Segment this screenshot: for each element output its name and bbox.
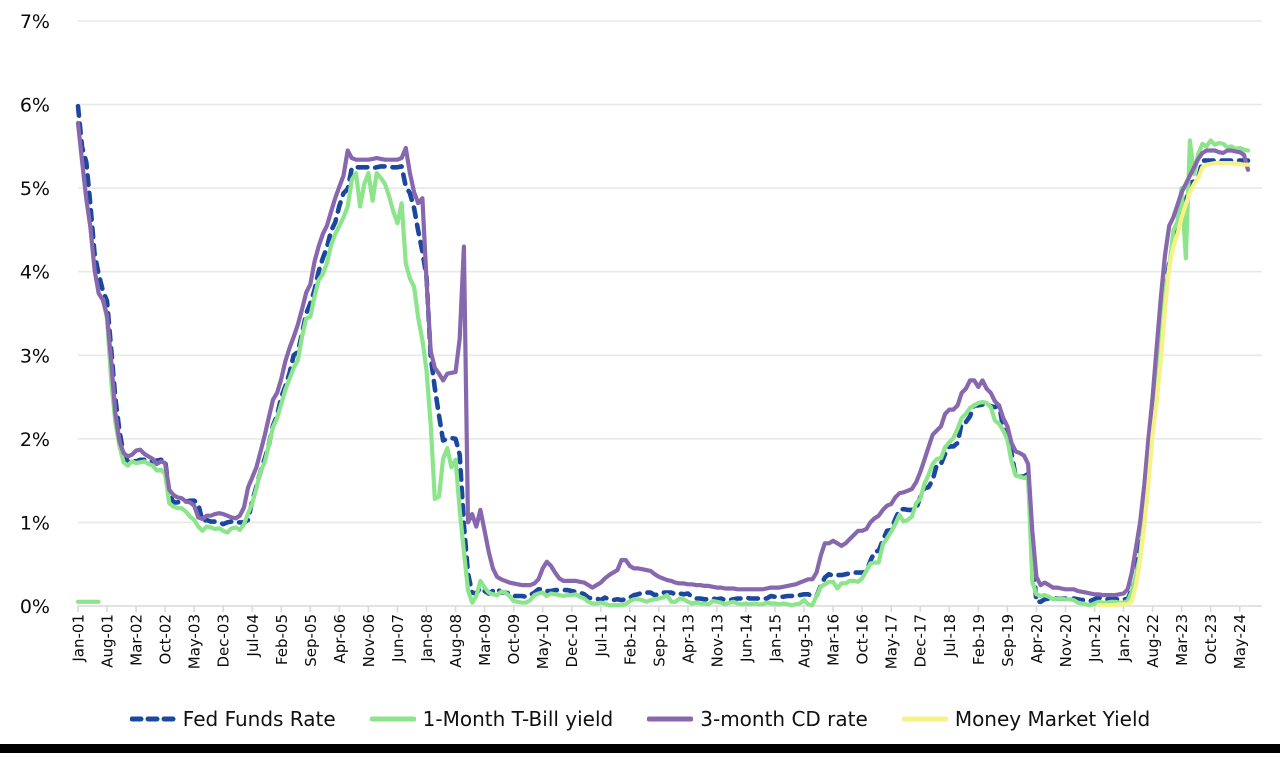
x-axis-label-Aug-22: Aug-22: [1144, 614, 1162, 668]
y-axis-label-7pct: 7%: [20, 11, 50, 33]
legend-swatch-dashed: [129, 716, 176, 722]
x-axis-label-Mar-02: Mar-02: [128, 614, 146, 666]
y-axis-label-3pct: 3%: [20, 345, 50, 367]
x-axis-label-Aug-08: Aug-08: [447, 614, 465, 668]
y-axis-label-2pct: 2%: [20, 429, 50, 451]
x-axis-label-Jan-08: Jan-08: [418, 614, 436, 663]
x-axis-label-Nov-13: Nov-13: [708, 614, 726, 667]
x-axis-labels: Jan-01 Aug-01 Mar-02 Oct-02 May-03 Dec-03 Jul-…: [70, 614, 1250, 669]
y-axis-label-4pct: 4%: [20, 262, 50, 284]
legend-swatch-solid: [369, 716, 416, 722]
legend-item-1-month-t-bill-yield: 1-Month T-Bill yield: [369, 707, 614, 731]
legend-label: Fed Funds Rate: [182, 707, 336, 731]
x-axis-label-May-17: May-17: [883, 614, 901, 669]
x-axis-label-Jun-21: Jun-21: [1086, 614, 1104, 663]
x-axis-label-Sep-19: Sep-19: [999, 614, 1017, 667]
x-axis-label-Jan-15: Jan-15: [767, 614, 785, 663]
x-axis-label-Aug-01: Aug-01: [99, 614, 117, 668]
x-axis-label-Feb-19: Feb-19: [970, 614, 988, 665]
x-axis-label-Jun-07: Jun-07: [389, 614, 407, 663]
x-axis-label-Oct-02: Oct-02: [157, 614, 175, 664]
y-axis-labels: 0% 1% 2% 3% 4% 5% 6% 7%: [20, 11, 50, 618]
x-axis-label-Mar-16: Mar-16: [825, 614, 843, 666]
x-axis-ticks: [77, 606, 1241, 612]
series-lines: [75, 103, 1251, 608]
x-axis-label-Sep-12: Sep-12: [650, 614, 668, 667]
x-axis-label-Feb-05: Feb-05: [273, 614, 291, 665]
x-axis-label-Nov-06: Nov-06: [360, 614, 378, 667]
y-axis-label-5pct: 5%: [20, 178, 50, 200]
x-axis-label-Jul-18: Jul-18: [941, 614, 959, 658]
legend-swatch-solid: [901, 716, 948, 722]
x-axis-label-Dec-03: Dec-03: [215, 614, 233, 668]
legend: Fed Funds Rate 1-Month T-Bill yield 3-mont…: [0, 698, 1280, 740]
x-axis-label-Dec-17: Dec-17: [912, 614, 930, 668]
x-axis-label-Oct-16: Oct-16: [854, 614, 872, 664]
y-axis-label-6pct: 6%: [20, 95, 50, 117]
legend-item-fed-funds-rate: Fed Funds Rate: [129, 707, 336, 731]
x-axis-label-Jun-14: Jun-14: [737, 614, 755, 663]
series-line-1-month-t-bill-yield-seg1: [100, 138, 1251, 608]
y-axis-label-0pct: 0%: [20, 596, 50, 618]
x-axis-label-May-10: May-10: [534, 614, 552, 669]
legend-item-money-market-yield: Money Market Yield: [901, 707, 1151, 731]
x-axis-label-Jul-04: Jul-04: [244, 614, 262, 658]
series-line-money-market-yield: [1096, 161, 1251, 608]
legend-item-3-month-cd-rate: 3-month CD rate: [647, 707, 868, 731]
x-axis-label-Sep-05: Sep-05: [302, 614, 320, 667]
x-axis-label-May-24: May-24: [1231, 614, 1249, 669]
bottom-divider-bar: [0, 744, 1280, 753]
legend-label: 3-month CD rate: [700, 707, 868, 731]
x-axis-label-Oct-23: Oct-23: [1202, 614, 1220, 664]
legend-label: 1-Month T-Bill yield: [422, 707, 614, 731]
x-axis-label-Oct-09: Oct-09: [505, 614, 523, 664]
x-axis-label-Mar-09: Mar-09: [476, 614, 494, 666]
x-axis-label-May-03: May-03: [186, 614, 204, 669]
legend-swatch-solid: [647, 716, 694, 722]
x-axis-label-Mar-23: Mar-23: [1173, 614, 1191, 666]
x-axis-label-Jan-01: Jan-01: [70, 614, 88, 663]
y-axis-label-1pct: 1%: [20, 512, 50, 534]
series-line-3-month-cd-rate: [75, 120, 1251, 598]
x-axis-label-Nov-20: Nov-20: [1057, 614, 1075, 667]
x-axis-label-Apr-20: Apr-20: [1028, 614, 1046, 664]
series-line-fed-funds-rate: [75, 103, 1251, 605]
x-axis-label-Aug-15: Aug-15: [796, 614, 814, 668]
x-axis-label-Dec-10: Dec-10: [563, 614, 581, 668]
x-axis-label-Feb-12: Feb-12: [621, 614, 639, 665]
gridlines: [78, 20, 1262, 607]
legend-label: Money Market Yield: [954, 707, 1151, 731]
x-axis-label-Apr-13: Apr-13: [679, 614, 697, 664]
x-axis-label-Jan-22: Jan-22: [1115, 614, 1133, 663]
x-axis-label-Jul-11: Jul-11: [592, 614, 610, 658]
x-axis-label-Apr-06: Apr-06: [331, 614, 349, 664]
